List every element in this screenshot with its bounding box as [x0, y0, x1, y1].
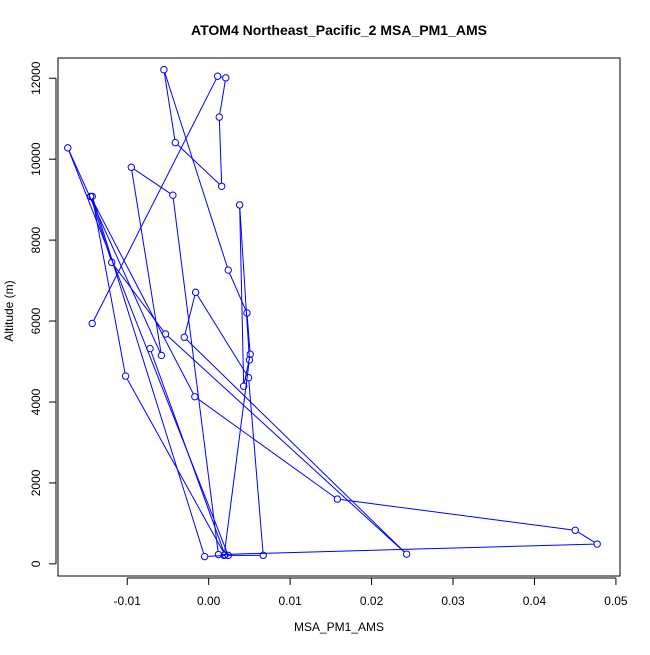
x-tick-label: 0.03 [441, 594, 465, 608]
y-tick-label: 10000 [29, 142, 43, 176]
y-axis-label: Altitude (m) [2, 280, 16, 341]
y-tick-label: 0 [29, 560, 43, 567]
x-tick-label: 0.02 [360, 594, 384, 608]
x-tick-label: 0.05 [604, 594, 628, 608]
y-tick-label: 12000 [29, 61, 43, 95]
x-tick-label: 0.00 [197, 594, 221, 608]
y-tick-label: 6000 [29, 307, 43, 334]
chart-title: ATOM4 Northeast_Pacific_2 MSA_PM1_AMS [191, 22, 487, 38]
x-tick-label: 0.04 [523, 594, 547, 608]
y-tick-label: 2000 [29, 469, 43, 496]
x-tick-label: 0.01 [278, 594, 302, 608]
y-tick-label: 4000 [29, 388, 43, 415]
x-axis-label: MSA_PM1_AMS [294, 620, 384, 634]
x-tick-label: -0.01 [114, 594, 142, 608]
y-tick-label: 8000 [29, 226, 43, 253]
